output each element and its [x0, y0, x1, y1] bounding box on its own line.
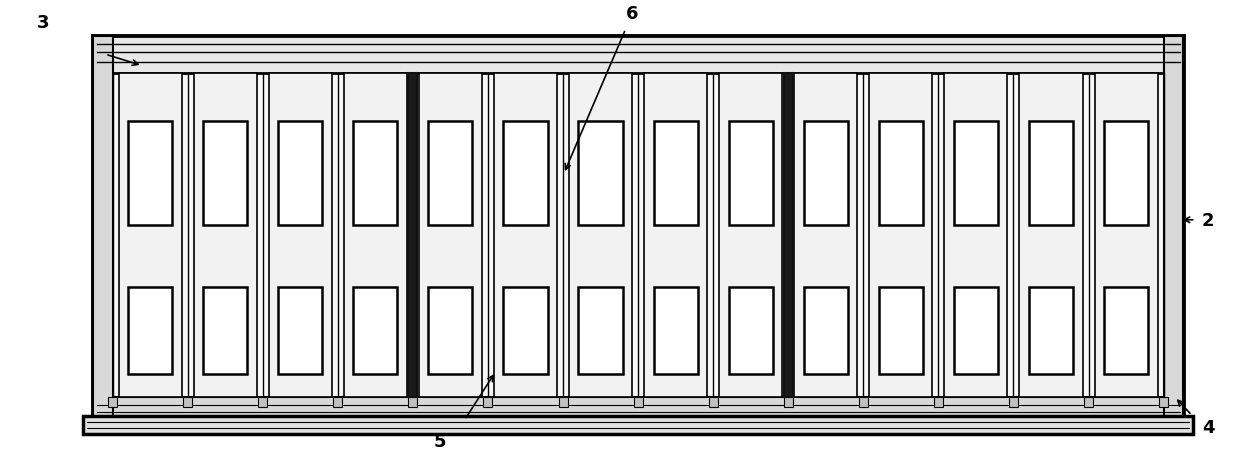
- Bar: [1104, 287, 1149, 375]
- Bar: [429, 122, 472, 225]
- Bar: [353, 122, 398, 225]
- Bar: [128, 122, 172, 225]
- Bar: [719, 73, 782, 397]
- Bar: [1009, 397, 1018, 407]
- Bar: [784, 73, 793, 397]
- Bar: [258, 397, 268, 407]
- Bar: [559, 397, 567, 407]
- Bar: [93, 37, 1183, 73]
- Bar: [409, 397, 418, 407]
- Bar: [419, 73, 482, 397]
- Bar: [944, 73, 1007, 397]
- Bar: [859, 397, 867, 407]
- Bar: [113, 73, 1163, 397]
- Bar: [128, 287, 172, 375]
- Bar: [653, 287, 698, 375]
- Bar: [1163, 37, 1183, 422]
- Bar: [429, 287, 472, 375]
- Bar: [1028, 122, 1073, 225]
- Bar: [1160, 397, 1168, 407]
- Bar: [954, 287, 997, 375]
- Bar: [193, 73, 256, 397]
- Text: 6: 6: [626, 5, 638, 23]
- Bar: [279, 122, 322, 225]
- Bar: [784, 397, 793, 407]
- Bar: [343, 73, 406, 397]
- Bar: [279, 287, 322, 375]
- Bar: [804, 287, 847, 375]
- Bar: [804, 122, 847, 225]
- Bar: [108, 397, 116, 407]
- Bar: [83, 416, 1193, 434]
- Bar: [794, 73, 857, 397]
- Text: 3: 3: [37, 14, 50, 32]
- Bar: [878, 287, 923, 375]
- Bar: [503, 122, 548, 225]
- Text: 5: 5: [434, 431, 446, 450]
- Bar: [93, 37, 113, 422]
- Bar: [709, 397, 717, 407]
- Bar: [1094, 73, 1157, 397]
- Bar: [870, 73, 933, 397]
- Bar: [954, 122, 997, 225]
- Bar: [333, 397, 342, 407]
- Bar: [1028, 287, 1073, 375]
- Bar: [653, 122, 698, 225]
- Bar: [644, 73, 707, 397]
- Bar: [93, 37, 1183, 422]
- Bar: [269, 73, 332, 397]
- Bar: [203, 122, 248, 225]
- Bar: [1020, 73, 1083, 397]
- Text: 2: 2: [1202, 211, 1214, 230]
- Bar: [579, 287, 623, 375]
- Bar: [353, 287, 398, 375]
- Bar: [203, 287, 248, 375]
- Bar: [183, 397, 192, 407]
- Bar: [878, 122, 923, 225]
- Text: 4: 4: [1202, 418, 1214, 436]
- Bar: [579, 122, 623, 225]
- Bar: [119, 73, 182, 397]
- Bar: [1084, 397, 1093, 407]
- Bar: [494, 73, 558, 397]
- Bar: [729, 287, 773, 375]
- Bar: [503, 287, 548, 375]
- Bar: [633, 397, 643, 407]
- Bar: [729, 122, 773, 225]
- Bar: [409, 73, 418, 397]
- Bar: [569, 73, 632, 397]
- Bar: [1104, 122, 1149, 225]
- Bar: [93, 397, 1183, 422]
- Bar: [934, 397, 943, 407]
- Bar: [483, 397, 492, 407]
